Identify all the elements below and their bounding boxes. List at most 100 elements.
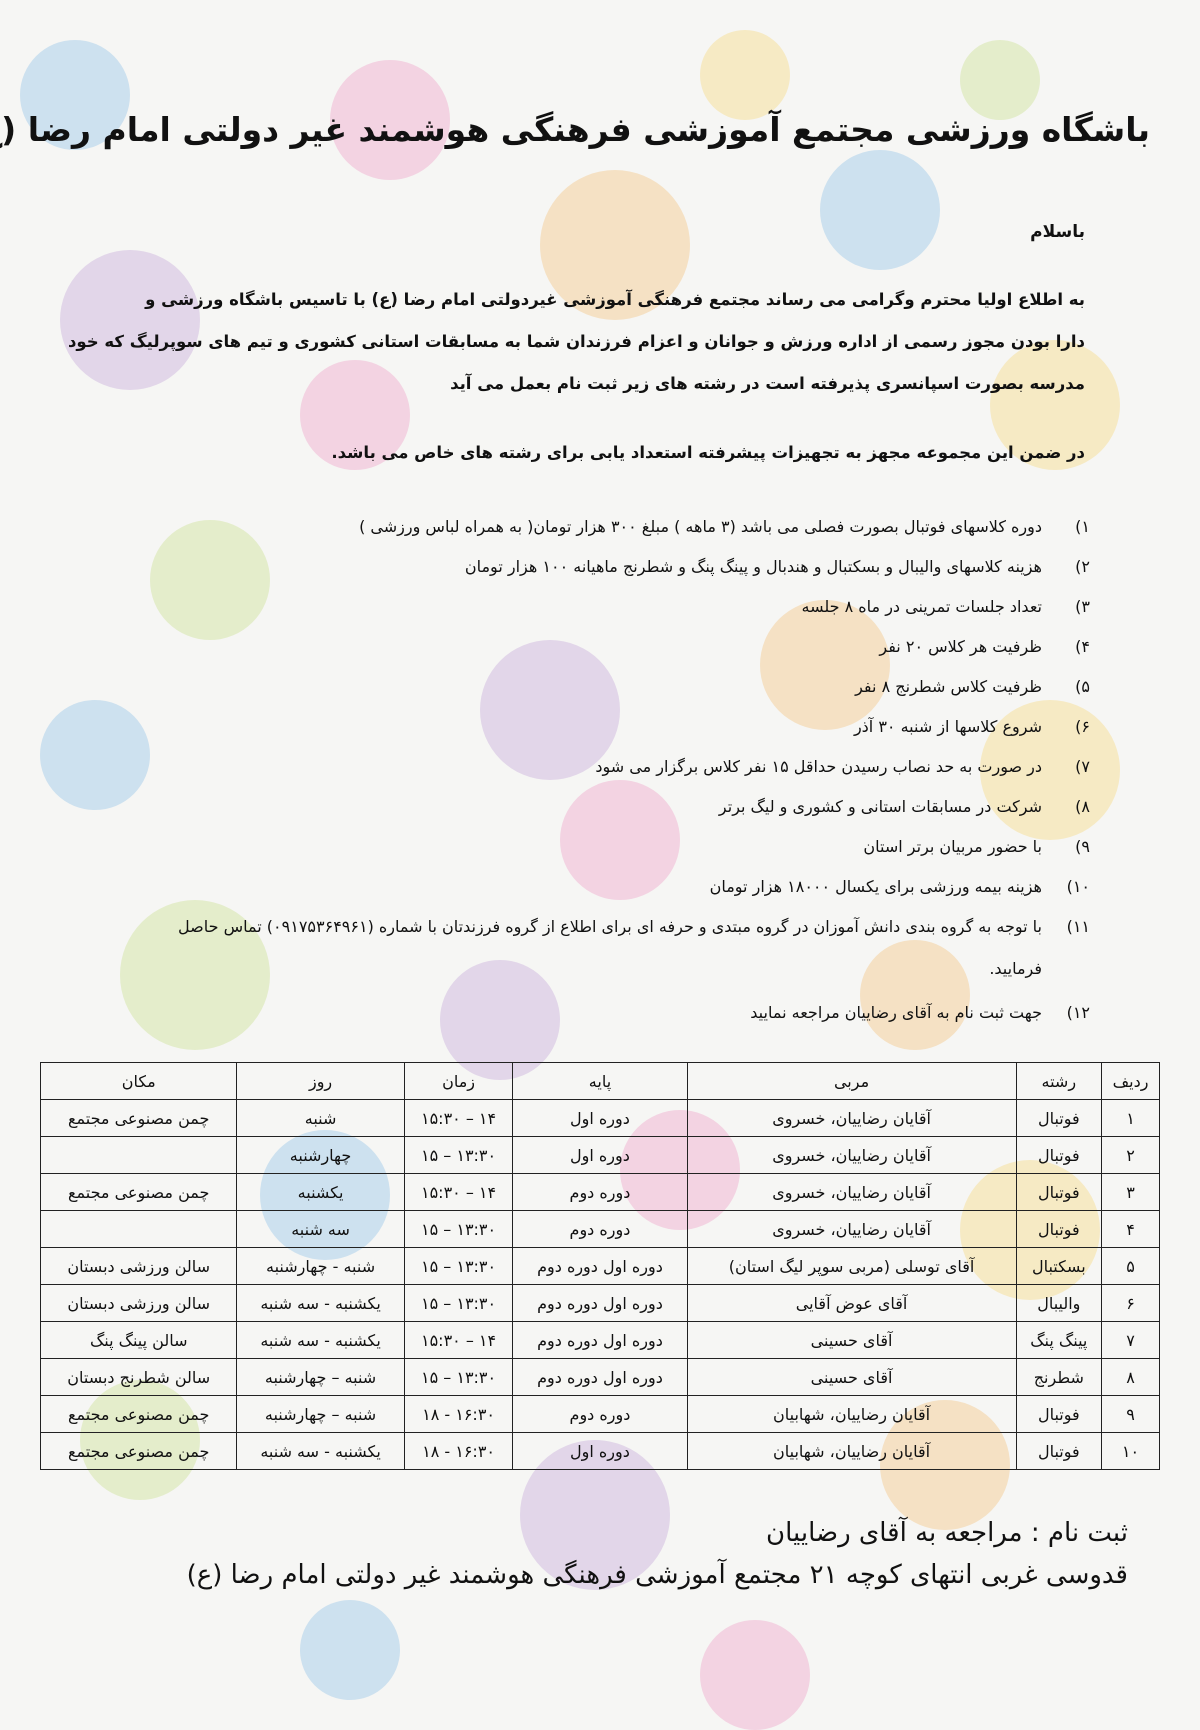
table-cell: ۴ [1101,1210,1160,1248]
table-cell: بسکتبال [1015,1247,1103,1285]
background-shape [960,40,1040,120]
table-cell: ۱۶:۳۰ - ۱۸ [403,1395,514,1433]
table-cell: ۵ [1101,1247,1160,1285]
table-cell: ۶ [1101,1284,1160,1322]
table-cell: دوره اول [512,1099,688,1137]
background-shape [330,60,450,180]
table-header-row: ردیف رشته مربی پایه زمان روز مکان [39,1062,1160,1100]
table-cell: ۱ [1101,1099,1160,1137]
list-number: ۶) [1075,717,1090,736]
table-cell: ۱۳:۳۰ – ۱۵ [403,1284,514,1322]
table-row: ۲ فوتبال آقایان رضاییان، خسروی دوره اول ۱۳:۳… [39,1136,1160,1174]
column-header: پایه [512,1062,688,1100]
column-header: مکان [39,1062,238,1100]
list-number: ۵) [1075,677,1090,696]
table-cell: سالن ورزشی دبستان [39,1284,238,1322]
table-cell: آقای توسلی (مربی سوپر لیگ استان) [686,1247,1017,1285]
intro-line-1: به اطلاع اولیا محترم وگرامی می رساند مجت… [145,290,1085,309]
table-cell: یکشنبه - سه شنبه [236,1432,405,1470]
list-item: ۱۱) با توجه به گروه بندی دانش آموزان در گ… [178,917,1090,936]
note: در ضمن این مجموعه مجهز به تجهیزات پیشرفت… [331,443,1085,462]
table-cell: ۱۴ – ۱۵:۳۰ [403,1321,514,1359]
background-shape [480,640,620,780]
column-header: زمان [403,1062,514,1100]
background-shape [860,940,970,1050]
list-text: هزینه کلاسهای والیبال و بسکتبال و هندبال… [464,557,1042,576]
background-shape [40,700,150,810]
list-text: شروع کلاسها از شنبه ۳۰ آذر [853,717,1042,736]
table-row: ۱۰ فوتبال آقایان رضاییان، شهابیان دوره اول ۱… [39,1432,1160,1470]
background-shape [20,40,130,150]
list-number: ۱۰) [1066,877,1090,896]
background-shape [980,700,1120,840]
table-cell: فوتبال [1015,1173,1103,1211]
table-cell: ۷ [1101,1321,1160,1359]
background-shape [820,150,940,270]
table-cell: فوتبال [1015,1099,1103,1137]
list-item: ۱۰) هزینه بیمه ورزشی برای یکسال ۱۸۰۰۰ هزا… [710,877,1090,896]
table-cell: دوره دوم [512,1395,688,1433]
background-shape [120,900,270,1050]
background-shape [540,170,690,320]
table-cell: یکشنبه [236,1173,405,1211]
background-shape [60,250,200,390]
table-cell: دوره اول دوره دوم [512,1321,688,1359]
table-cell: ۱۶:۳۰ - ۱۸ [403,1432,514,1470]
table-cell: آقای عوض آقایی [686,1284,1017,1322]
greeting: باسلام [1030,222,1085,242]
table-cell: چهارشنبه [236,1136,405,1174]
list-number: ۱۱) [1066,917,1090,936]
list-number: ۱۲) [1066,1003,1090,1022]
table-cell: ۱۳:۳۰ – ۱۵ [403,1247,514,1285]
background-shape [300,360,410,470]
list-text: با توجه به گروه بندی دانش آموزان در گروه… [178,917,1042,936]
background-shape [440,960,560,1080]
list-text: هزینه بیمه ورزشی برای یکسال ۱۸۰۰۰ هزار ت… [709,877,1042,896]
column-header: روز [236,1062,405,1100]
table-cell: ۱۳:۳۰ – ۱۵ [403,1136,514,1174]
column-header: مربی [686,1062,1017,1100]
table-cell: آقایان رضاییان، خسروی [686,1099,1017,1137]
list-text: جهت ثبت نام به آقای رضاییان مراجعه نمایی… [750,1003,1042,1022]
list-text: در صورت به حد نصاب رسیدن حداقل ۱۵ نفر کل… [595,757,1042,776]
list-number: ۹) [1075,837,1090,856]
list-text: شرکت در مسابقات استانی و کشوری و لیگ برت… [718,797,1042,816]
intro-line-2: دارا بودن مجوز رسمی از اداره ورزش و جوان… [67,332,1085,351]
column-header: ردیف [1101,1062,1160,1100]
table-cell: دوره دوم [512,1173,688,1211]
background-shape [560,780,680,900]
table-cell: والیبال [1015,1284,1103,1322]
table-cell: سالن ورزشی دبستان [39,1247,238,1285]
table-row: ۵ بسکتبال آقای توسلی (مربی سوپر لیگ استان)… [39,1247,1160,1285]
list-text: ظرفیت کلاس شطرنج ۸ نفر [855,677,1042,696]
table-cell: آقایان رضاییان، شهابیان [686,1395,1017,1433]
table-row: ۷ پینگ پنگ آقای حسینی دوره اول دوره دوم ۱۴ –… [39,1321,1160,1359]
table-cell: سالن پینگ پنگ [39,1321,238,1359]
list-text: دوره کلاسهای فوتبال بصورت فصلی می باشد (… [359,517,1042,536]
table-cell: پینگ پنگ [1015,1321,1103,1359]
table-cell: آقایان رضاییان، خسروی [686,1136,1017,1174]
background-shape [700,1620,810,1730]
table-cell: چمن مصنوعی مجتمع [39,1099,238,1137]
table-cell [39,1210,238,1248]
table-cell: فوتبال [1015,1210,1103,1248]
table-cell: دوره دوم [512,1210,688,1248]
list-item: ۹) با حضور مربیان برتر استان [863,837,1090,856]
table-cell: دوره اول دوره دوم [512,1247,688,1285]
table-cell: شنبه - چهارشنبه [236,1247,405,1285]
table-cell: آقایان رضاییان، شهابیان [686,1432,1017,1470]
list-item: ۶) شروع کلاسها از شنبه ۳۰ آذر [854,717,1090,736]
list-item: ۸) شرکت در مسابقات استانی و کشوری و لیگ ب… [719,797,1090,816]
table-cell [39,1136,238,1174]
table-cell: یکشنبه - سه شنبه [236,1321,405,1359]
table-cell: شنبه – چهارشنبه [236,1395,405,1433]
schedule-table: ردیف رشته مربی پایه زمان روز مکان ۱ فوتبال آقایا… [39,1062,1160,1470]
table-row: ۱ فوتبال آقایان رضاییان، خسروی دوره اول ۱۴ –… [39,1099,1160,1137]
table-cell: آقایان رضاییان، خسروی [686,1210,1017,1248]
table-cell: یکشنبه - سه شنبه [236,1284,405,1322]
table-cell: ۲ [1101,1136,1160,1174]
list-number: ۴) [1075,637,1090,656]
table-row: ۸ شطرنج آقای حسینی دوره اول دوره دوم ۱۳:۳۰ –… [39,1358,1160,1396]
table-cell: دوره اول دوره دوم [512,1284,688,1322]
list-item-continuation: فرمایید. [989,959,1042,978]
